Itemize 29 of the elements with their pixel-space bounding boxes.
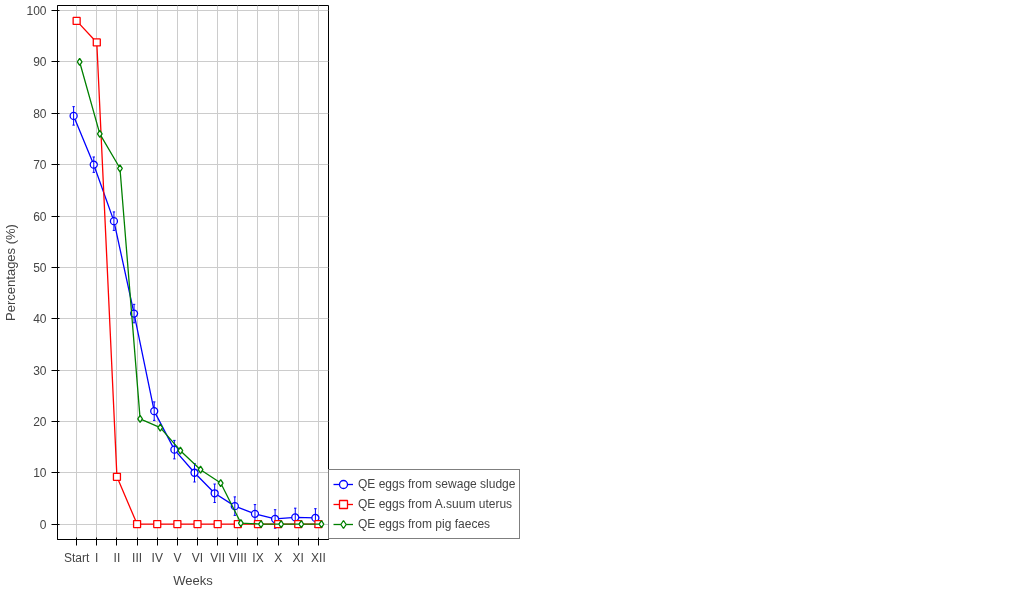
y-axis-title: Percentages (%)	[3, 224, 19, 321]
x-tick-label: XII	[311, 550, 326, 565]
x-tick-label: IV	[151, 550, 163, 565]
y-tick-label: 70	[33, 158, 47, 173]
y-tick-label: 60	[33, 209, 47, 224]
x-tick-label: II	[113, 550, 121, 565]
x-tick-label: V	[173, 550, 182, 565]
y-tick-label: 100	[26, 4, 47, 19]
x-tick-label: VIII	[228, 550, 247, 565]
x-tick-label: IX	[252, 550, 264, 565]
y-tick-label: 80	[33, 106, 47, 121]
y-tick-label: 90	[33, 55, 47, 70]
legend-label: QE eggs from sewage sludge	[358, 477, 516, 491]
x-tick-label: XI	[292, 550, 304, 565]
x-axis-title: Weeks	[173, 572, 214, 588]
legend-label: QE eggs from pig faeces	[358, 517, 491, 531]
x-tick-label: VII	[210, 550, 226, 565]
legend-label: QE eggs from A.suum uterus	[358, 497, 513, 511]
y-tick-label: 50	[33, 260, 47, 275]
x-tick-label: III	[132, 550, 143, 565]
x-tick-label: Start	[63, 550, 90, 565]
y-tick-label: 40	[33, 312, 47, 327]
y-tick-label: 20	[33, 414, 47, 429]
x-tick-label: VI	[191, 550, 204, 565]
y-tick-label: 10	[33, 466, 47, 481]
y-tick-label: 0	[39, 517, 47, 532]
y-tick-label: 30	[33, 363, 47, 378]
x-tick-label: I	[95, 550, 99, 565]
x-tick-label: X	[274, 550, 283, 565]
